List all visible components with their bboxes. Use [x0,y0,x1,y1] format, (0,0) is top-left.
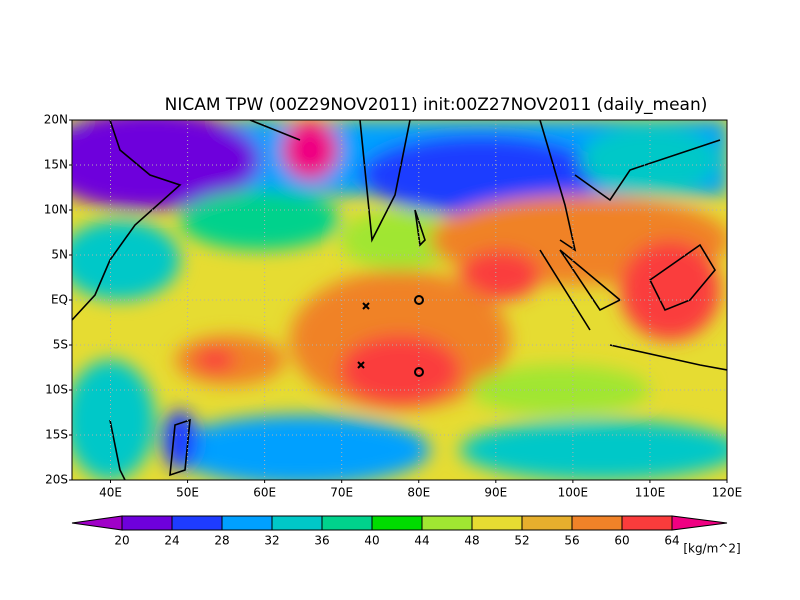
colorbar-box [471,515,523,531]
colorbar-label: 60 [614,534,629,548]
gridlines [72,120,727,480]
station-markers [357,295,424,377]
colorbar-label: 56 [564,534,579,548]
colorbar-box [421,515,473,531]
colorbar-box [321,515,373,531]
lat-label: 20N [44,113,68,127]
colorbar-box [371,515,423,531]
colorbar-label: 24 [164,534,179,548]
colorbar-label: 36 [314,534,329,548]
colorbar-box [171,515,223,531]
lon-label: 100E [558,486,589,500]
lat-label: 5S [53,338,68,352]
colorbar-box [121,515,173,531]
lat-label: 5N [51,248,68,262]
colorbar-label: 48 [464,534,479,548]
lat-label: 15S [45,428,68,442]
coastline [72,120,727,480]
colorbar-box [221,515,273,531]
colorbar-label: 44 [414,534,429,548]
lat-label: 10S [45,383,68,397]
colorbar-label: 64 [664,534,679,548]
lon-label: 70E [330,486,353,500]
colorbar-label: 32 [264,534,279,548]
colorbar-end [671,515,728,531]
lat-label: 20S [45,473,68,487]
colorbar-box [621,515,673,531]
colorbar-label: 28 [214,534,229,548]
lon-label: 110E [635,486,666,500]
lat-label: 15N [44,158,68,172]
tpw-field [72,120,727,480]
lon-label: 40E [99,486,122,500]
colorbar-label: 40 [364,534,379,548]
lat-label: 10N [44,203,68,217]
lon-label: 60E [253,486,276,500]
colorbar: 20 24 28 32 36 40 44 48 52 56 60 64 [71,515,728,548]
lon-label: 80E [407,486,430,500]
colorbar-box [571,515,623,531]
lat-label: EQ [51,293,68,307]
colorbar-label: 20 [114,534,129,548]
colorbar-unit: [kg/m^2] [683,542,740,556]
map-title: NICAM TPW (00Z29NOV2011) init:00Z27NOV20… [165,95,708,115]
colorbar-label: 52 [514,534,529,548]
lon-label: 120E [712,486,743,500]
axis-labels: 20N 15N 10N 5N EQ 5S 10S 15S 20S 40E 50E 60E 70E 80E 9… [44,113,743,500]
colorbar-box [271,515,323,531]
lon-label: 90E [484,486,507,500]
colorbar-box [521,515,573,531]
lon-label: 50E [176,486,199,500]
colorbar-end [71,515,123,531]
